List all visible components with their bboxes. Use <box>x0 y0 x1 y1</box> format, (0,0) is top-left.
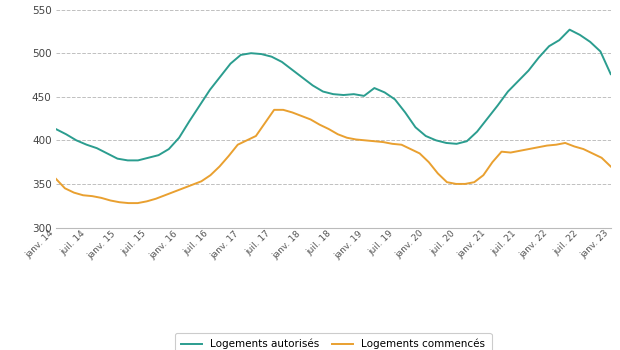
Logements commencés <box>343 136 351 140</box>
Line: Logements commencés: Logements commencés <box>56 110 611 203</box>
Logements autorisés <box>113 156 121 161</box>
Logements autorisés <box>196 103 203 107</box>
Logements commencés <box>52 177 60 181</box>
Logements autorisés <box>566 28 574 32</box>
Logements autorisés <box>52 127 60 131</box>
Logements commencés <box>125 201 132 205</box>
Logements autorisés <box>556 38 563 42</box>
Logements commencés <box>270 108 278 112</box>
Legend: Logements autorisés, Logements commencés: Logements autorisés, Logements commencés <box>175 332 492 350</box>
Logements autorisés <box>596 49 604 54</box>
Logements commencés <box>206 173 214 177</box>
Logements commencés <box>170 190 178 194</box>
Logements commencés <box>97 196 105 200</box>
Logements commencés <box>407 147 414 151</box>
Logements autorisés <box>165 147 172 151</box>
Logements autorisés <box>268 55 275 59</box>
Logements commencés <box>607 164 614 169</box>
Logements autorisés <box>124 158 131 162</box>
Logements autorisés <box>607 72 614 76</box>
Line: Logements autorisés: Logements autorisés <box>56 30 611 160</box>
Logements commencés <box>552 142 560 147</box>
